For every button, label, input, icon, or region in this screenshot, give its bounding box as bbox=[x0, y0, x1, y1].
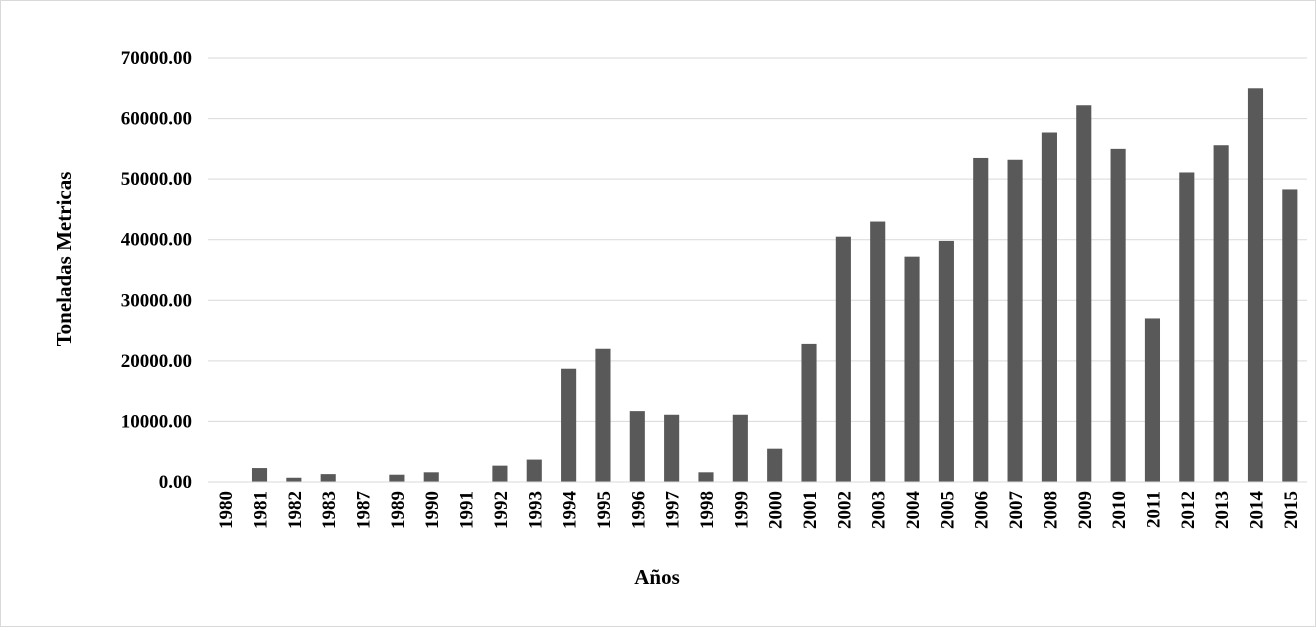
x-tick-label: 2012 bbox=[1178, 491, 1199, 529]
bar-1993 bbox=[526, 459, 542, 482]
y-tick-label: 70000.00 bbox=[121, 48, 192, 69]
bar-1983 bbox=[320, 474, 336, 482]
x-tick-label: 2002 bbox=[834, 491, 855, 529]
y-tick-label: 10000.00 bbox=[121, 411, 192, 432]
x-tick-label: 2004 bbox=[903, 491, 924, 530]
bar-1998 bbox=[698, 472, 714, 482]
x-tick-label: 1998 bbox=[697, 491, 718, 529]
y-tick-label: 20000.00 bbox=[121, 351, 192, 372]
x-tick-label: 1991 bbox=[457, 491, 478, 529]
bar-2012 bbox=[1179, 172, 1195, 483]
y-tick-label: 50000.00 bbox=[121, 169, 192, 190]
bar-2003 bbox=[870, 221, 886, 483]
bar-1992 bbox=[492, 465, 508, 482]
bars bbox=[251, 88, 1298, 483]
x-tick-label: 2015 bbox=[1281, 491, 1302, 529]
x-tick-label: 1993 bbox=[525, 491, 546, 529]
x-tick-label: 2000 bbox=[766, 491, 787, 529]
y-axis-title: Toneladas Metricas bbox=[52, 172, 76, 347]
y-tick-label: 0.00 bbox=[159, 472, 192, 493]
bar-2005 bbox=[938, 240, 954, 482]
x-tick-label: 1994 bbox=[560, 491, 581, 530]
bar-1996 bbox=[629, 411, 645, 482]
bar-1990 bbox=[423, 472, 439, 482]
bar-2013 bbox=[1213, 145, 1229, 483]
x-tick-label: 2010 bbox=[1109, 491, 1130, 529]
x-tick-label: 2013 bbox=[1212, 491, 1233, 529]
x-tick-label: 2011 bbox=[1143, 491, 1164, 528]
x-tick-label: 1981 bbox=[251, 491, 272, 529]
x-tick-label: 1980 bbox=[216, 491, 237, 529]
x-tick-label: 1989 bbox=[388, 491, 409, 529]
bar-2015 bbox=[1282, 189, 1298, 482]
x-tick-label: 1997 bbox=[663, 491, 684, 530]
x-tick-label: 2001 bbox=[800, 491, 821, 529]
x-tick-label: 1996 bbox=[628, 491, 649, 529]
y-tick-label: 30000.00 bbox=[121, 290, 192, 311]
bar-1989 bbox=[389, 474, 405, 482]
x-tick-label: 1992 bbox=[491, 491, 512, 529]
x-tick-label: 2003 bbox=[869, 491, 890, 529]
x-axis-ticks: 1980 1981 1982 1983 1987 1989 1990 1991 1992 1993… bbox=[216, 491, 1302, 530]
x-tick-label: 2014 bbox=[1246, 491, 1267, 530]
bar-2010 bbox=[1110, 148, 1126, 482]
bar-2002 bbox=[835, 236, 851, 482]
x-tick-label: 2005 bbox=[937, 491, 958, 529]
bar-2014 bbox=[1247, 88, 1264, 483]
bar-1981 bbox=[251, 468, 268, 482]
bar-1994 bbox=[561, 368, 577, 482]
x-tick-label: 1983 bbox=[319, 491, 340, 529]
x-tick-label: 1990 bbox=[422, 491, 443, 529]
bar-2006 bbox=[973, 157, 989, 482]
x-tick-label: 1995 bbox=[594, 491, 615, 529]
bar-1997 bbox=[664, 414, 680, 482]
bar-1999 bbox=[732, 414, 748, 482]
x-tick-label: 1987 bbox=[354, 491, 375, 530]
bar-2008 bbox=[1041, 132, 1057, 482]
y-tick-label: 40000.00 bbox=[121, 230, 192, 251]
bar-2000 bbox=[767, 448, 783, 482]
y-axis-ticks: 0.00 10000.00 20000.00 30000.00 40000.00 5000… bbox=[121, 48, 192, 493]
y-tick-label: 60000.00 bbox=[121, 109, 192, 130]
bar-2001 bbox=[801, 343, 817, 482]
x-tick-label: 2008 bbox=[1040, 491, 1061, 529]
gridlines bbox=[208, 57, 1307, 422]
x-axis-title: Años bbox=[634, 565, 680, 589]
bar-2009 bbox=[1076, 105, 1092, 482]
bar-1982 bbox=[286, 477, 302, 482]
bar-1995 bbox=[595, 348, 611, 482]
x-tick-label: 2009 bbox=[1075, 491, 1096, 529]
bar-2011 bbox=[1144, 318, 1161, 482]
x-tick-label: 1999 bbox=[731, 491, 752, 529]
bar-2007 bbox=[1007, 159, 1023, 482]
bar-2004 bbox=[904, 256, 920, 482]
x-tick-label: 1982 bbox=[285, 491, 306, 529]
x-tick-label: 2007 bbox=[1006, 491, 1027, 530]
x-tick-label: 2006 bbox=[972, 491, 993, 529]
